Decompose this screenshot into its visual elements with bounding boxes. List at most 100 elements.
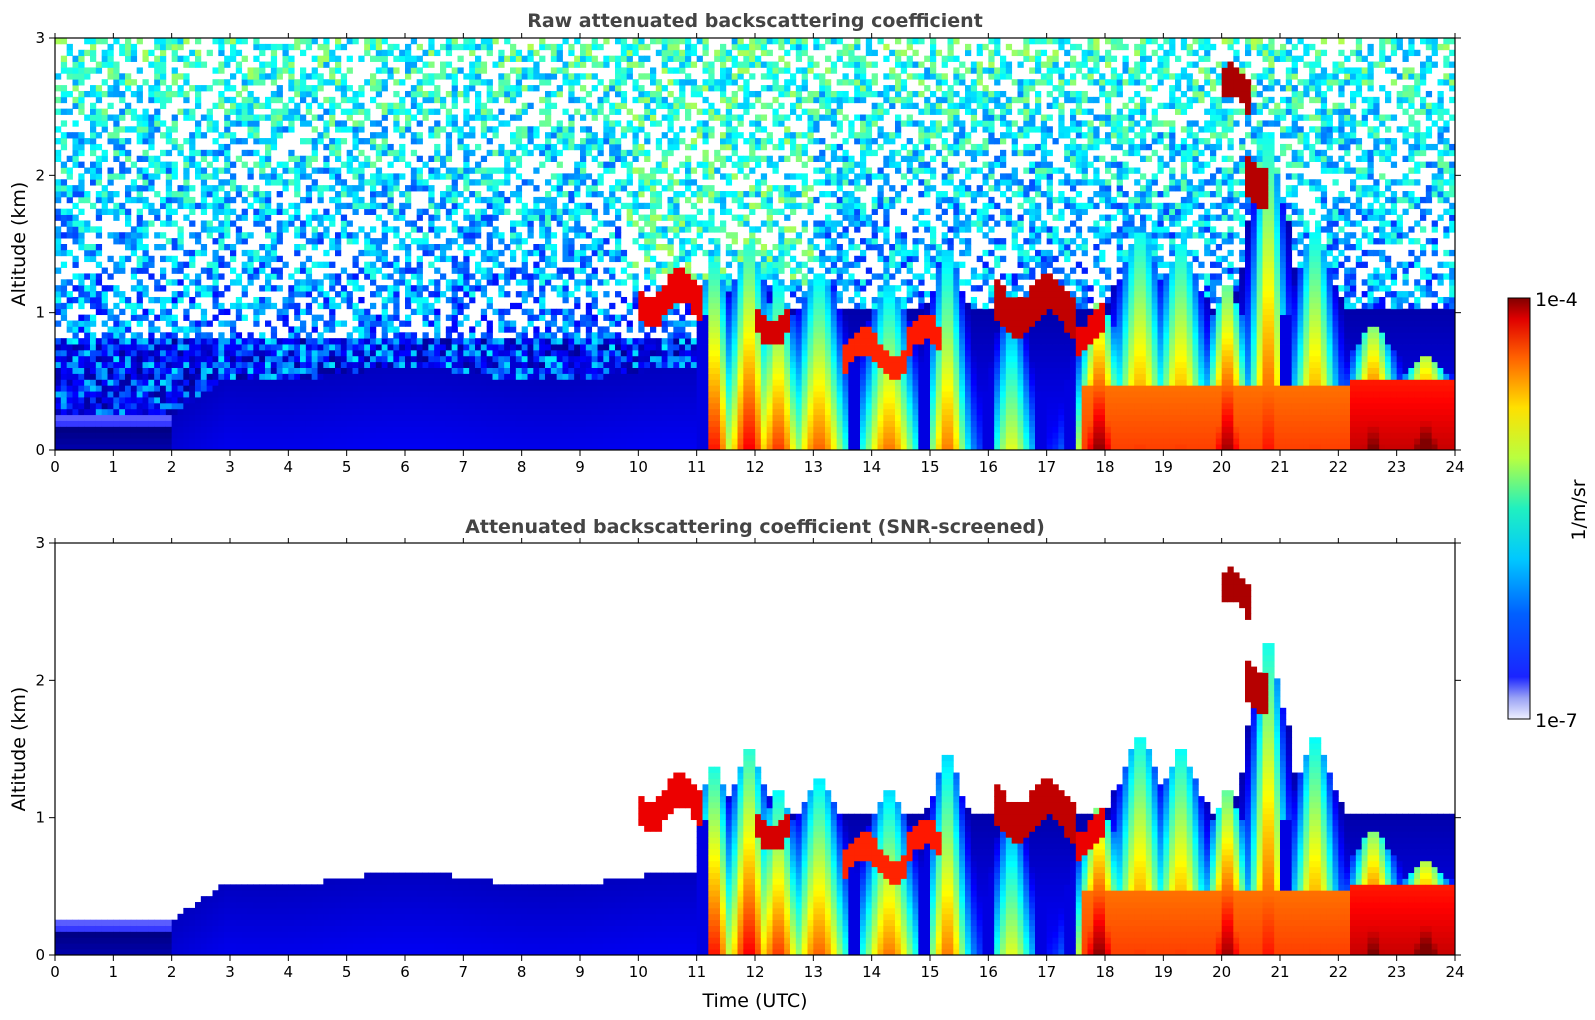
heatmap-cell — [515, 302, 523, 310]
heatmap-cell — [136, 279, 143, 286]
heatmap-cell — [253, 114, 260, 121]
heatmap-cell — [650, 408, 657, 416]
heatmap-cell — [90, 255, 97, 263]
heatmap-cell — [177, 414, 184, 421]
heatmap-cell — [603, 349, 610, 357]
heatmap-cell — [574, 79, 581, 86]
heatmap-cell — [177, 85, 184, 92]
heatmap-cell — [364, 320, 371, 327]
heatmap-cell — [247, 385, 254, 392]
heatmap-cell — [492, 426, 499, 433]
heatmap-cell — [562, 291, 569, 298]
heatmap-cell — [323, 185, 330, 192]
heatmap-cell — [620, 90, 628, 98]
heatmap-cell — [113, 67, 120, 74]
heatmap-cell — [253, 344, 260, 351]
heatmap-cell — [276, 314, 283, 321]
heatmap-cell — [317, 385, 324, 392]
heatmap-cell — [55, 408, 62, 416]
heatmap-cell — [568, 385, 575, 392]
heatmap-cell — [329, 379, 336, 386]
heatmap-cell — [445, 214, 453, 221]
heatmap-cell — [434, 267, 441, 274]
heatmap-cell — [212, 432, 219, 439]
heatmap-cell — [206, 402, 213, 410]
heatmap-cell — [265, 208, 272, 215]
heatmap-cell — [171, 379, 178, 386]
heatmap-cell — [626, 367, 633, 374]
heatmap-cell — [620, 444, 628, 450]
heatmap-cell — [125, 438, 132, 445]
heatmap-cell — [387, 191, 394, 198]
heatmap-cell — [160, 120, 167, 127]
heatmap-cell — [160, 285, 167, 292]
heatmap-cell — [136, 432, 143, 439]
heatmap-cell — [218, 438, 225, 445]
heatmap-cell — [597, 255, 604, 263]
heatmap-cell — [142, 149, 149, 157]
heatmap-cell — [469, 214, 476, 221]
heatmap-cell — [72, 402, 79, 410]
heatmap-cell — [136, 132, 143, 139]
heatmap-cell — [574, 438, 581, 445]
heatmap-cell — [317, 232, 324, 239]
heatmap-cell — [101, 426, 108, 433]
heatmap-cell — [95, 338, 103, 345]
heatmap-cell — [533, 314, 540, 321]
heatmap-cell — [183, 55, 190, 62]
heatmap-cell — [515, 161, 523, 168]
heatmap-cell — [55, 414, 62, 421]
heatmap-cell — [253, 402, 260, 410]
heatmap-cell — [119, 367, 126, 374]
heatmap-cell — [84, 73, 91, 80]
heatmap-cell — [241, 391, 248, 398]
heatmap-cell — [510, 132, 517, 139]
heatmap-cell — [434, 308, 441, 316]
heatmap-cell — [60, 420, 68, 427]
heatmap-cell — [206, 285, 213, 292]
heatmap-cell — [451, 220, 458, 227]
heatmap-cell — [358, 167, 365, 174]
heatmap-cell — [620, 420, 628, 427]
heatmap-cell — [200, 208, 208, 215]
heatmap-cell — [399, 108, 406, 115]
heatmap-cell — [177, 385, 184, 392]
heatmap-cell — [405, 55, 412, 62]
heatmap-cell — [498, 120, 505, 127]
heatmap-cell — [230, 332, 237, 339]
heatmap-cell — [346, 432, 353, 439]
heatmap-cell — [416, 167, 423, 174]
heatmap-cell — [533, 143, 540, 151]
heatmap-cell — [195, 232, 202, 239]
heatmap-cell — [55, 226, 62, 233]
heatmap-cell — [644, 420, 651, 427]
heatmap-cell — [323, 349, 330, 357]
heatmap-cell — [253, 132, 260, 139]
heatmap-cell — [661, 55, 668, 62]
heatmap-cell — [445, 38, 453, 45]
heatmap-cell — [78, 138, 85, 145]
heatmap-cell — [352, 202, 359, 210]
heatmap-cell — [428, 426, 435, 433]
heatmap-cell — [241, 373, 248, 380]
heatmap-cell — [247, 255, 254, 263]
heatmap-cell — [183, 196, 190, 204]
heatmap-cell — [224, 55, 231, 62]
heatmap-cell — [480, 408, 488, 416]
heatmap-cell — [375, 85, 383, 92]
heatmap-cell — [259, 308, 266, 316]
heatmap-cell — [492, 355, 499, 363]
heatmap-cell — [165, 90, 173, 98]
heatmap-cell — [667, 320, 674, 327]
heatmap-cell — [171, 161, 178, 168]
heatmap-cell — [78, 355, 85, 363]
heatmap-cell — [510, 85, 517, 92]
heatmap-cell — [405, 291, 412, 298]
heatmap-cell — [498, 349, 505, 357]
heatmap-cell — [527, 279, 534, 286]
heatmap-cell — [661, 43, 668, 51]
heatmap-cell — [469, 132, 476, 139]
heatmap-cell — [626, 43, 633, 51]
heatmap-cell — [428, 391, 435, 398]
heatmap-cell — [626, 385, 633, 392]
